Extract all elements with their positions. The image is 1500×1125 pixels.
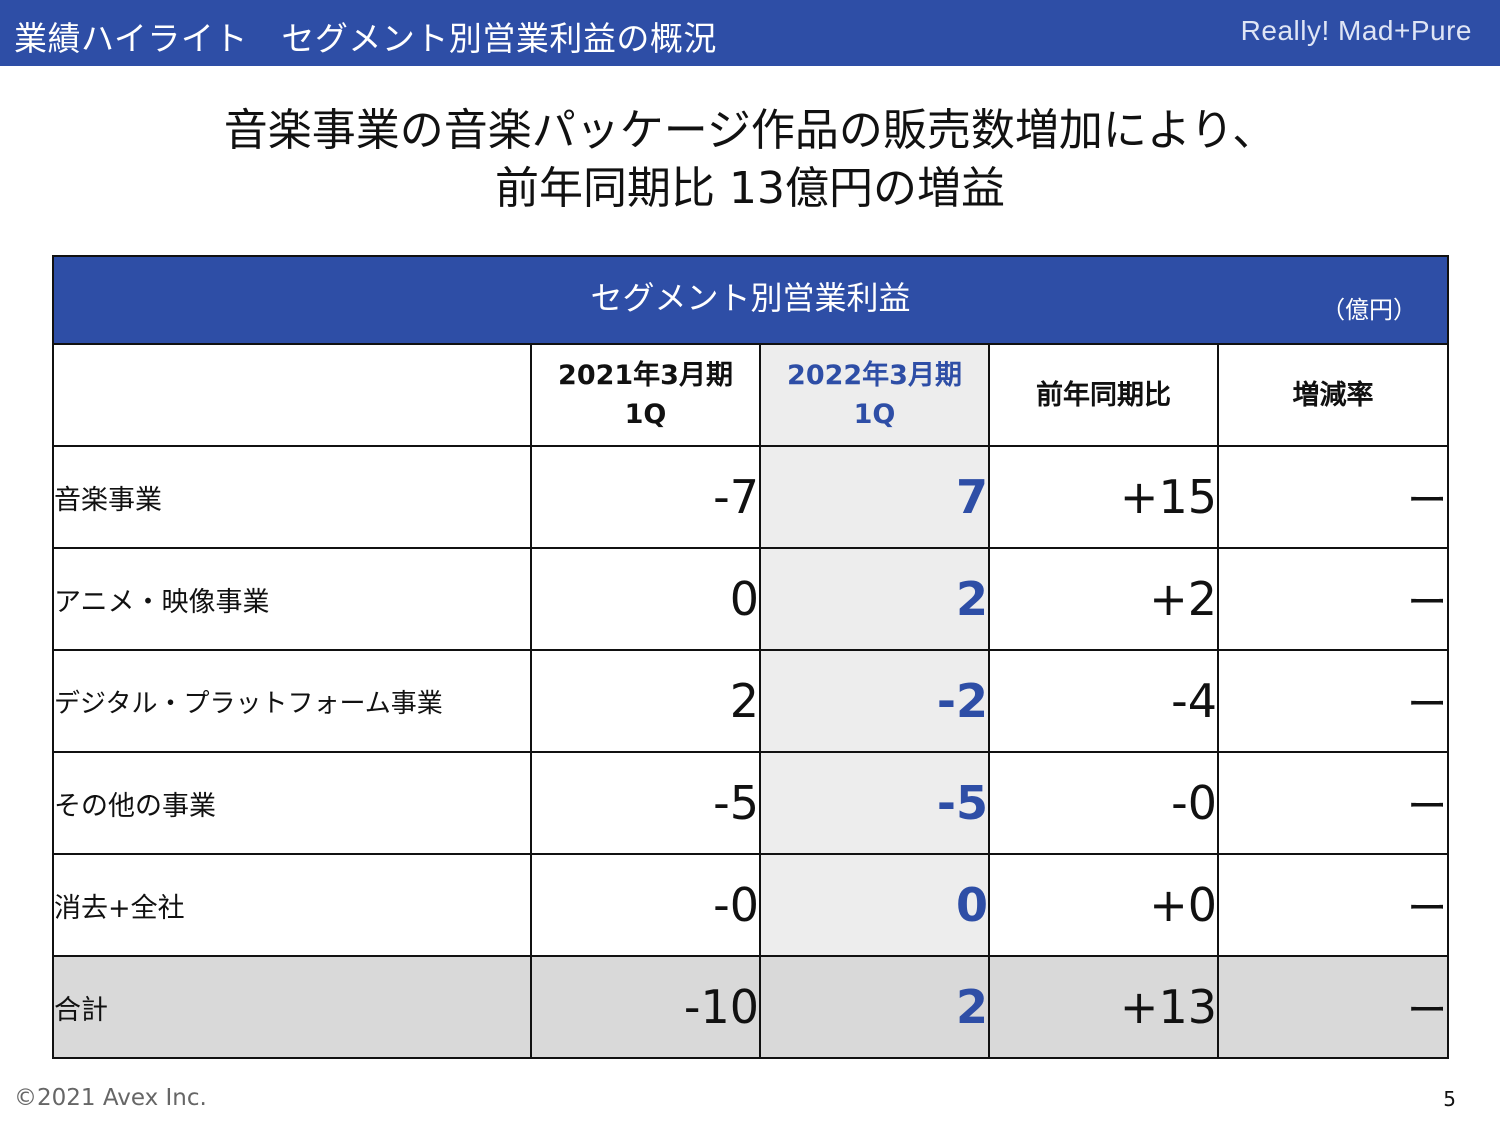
column-header-fy2021: 2021年3月期 1Q xyxy=(530,343,761,447)
cell-rate: ー xyxy=(1216,445,1450,549)
brand-logo-text: Really! Mad+Pure xyxy=(1240,15,1472,46)
cell-yoy: -0 xyxy=(988,751,1219,855)
table-row-total: 合計 -10 2 +13 ー xyxy=(52,955,1450,1059)
cell-fy2022: -2 xyxy=(759,649,990,753)
headline: 音楽事業の音楽パッケージ作品の販売数増加により、 前年同期比 13億円の増益 xyxy=(0,102,1500,218)
slide-title: 業績ハイライト セグメント別営業利益の概況 xyxy=(14,19,717,58)
cell-fy2021: -10 xyxy=(530,955,761,1059)
row-label: デジタル・プラットフォーム事業 xyxy=(52,649,532,753)
cell-yoy: +15 xyxy=(988,445,1219,549)
cell-fy2021: -5 xyxy=(530,751,761,855)
cell-yoy: +0 xyxy=(988,853,1219,957)
cell-fy2022: -5 xyxy=(759,751,990,855)
cell-rate: ー xyxy=(1216,955,1450,1059)
cell-fy2022: 2 xyxy=(759,547,990,651)
row-label: 合計 xyxy=(52,955,532,1059)
table-caption: セグメント別営業利益 xyxy=(590,279,911,317)
cell-rate: ー xyxy=(1216,853,1450,957)
row-label: 消去+全社 xyxy=(52,853,532,957)
cell-fy2021: 0 xyxy=(530,547,761,651)
column-header-empty xyxy=(52,343,532,447)
top-bar: 業績ハイライト セグメント別営業利益の概況 Really! Mad+Pure xyxy=(0,0,1500,66)
cell-fy2021: -0 xyxy=(530,853,761,957)
cell-fy2022: 2 xyxy=(759,955,990,1059)
table-row: 音楽事業 -7 7 +15 ー xyxy=(52,445,1450,549)
row-label: アニメ・映像事業 xyxy=(52,547,532,651)
table-row: アニメ・映像事業 0 2 +2 ー xyxy=(52,547,1450,651)
table-caption-row: セグメント別営業利益 （億円） xyxy=(51,255,1450,345)
copyright: ©2021 Avex Inc. xyxy=(14,1085,207,1111)
cell-yoy: +13 xyxy=(988,955,1219,1059)
cell-fy2021: -7 xyxy=(530,445,761,549)
page-number: 5 xyxy=(1443,1087,1456,1111)
table-row: その他の事業 -5 -5 -0 ー xyxy=(52,751,1450,855)
cell-yoy: +2 xyxy=(988,547,1219,651)
cell-rate: ー xyxy=(1216,649,1450,753)
row-label: その他の事業 xyxy=(52,751,532,855)
column-header-fy2022: 2022年3月期 1Q xyxy=(759,343,990,447)
cell-fy2022: 0 xyxy=(759,853,990,957)
cell-yoy: -4 xyxy=(988,649,1219,753)
column-header-rate: 増減率 xyxy=(1216,343,1450,447)
cell-rate: ー xyxy=(1216,547,1450,651)
table-caption-cell: セグメント別営業利益 （億円） xyxy=(51,255,1450,345)
cell-rate: ー xyxy=(1216,751,1450,855)
column-header-yoy: 前年同期比 xyxy=(988,343,1219,447)
row-label: 音楽事業 xyxy=(52,445,532,549)
table-row: デジタル・プラットフォーム事業 2 -2 -4 ー xyxy=(52,649,1450,753)
segment-profit-table: セグメント別営業利益 （億円） 2021年3月期 1Q 2022年3月期 1Q … xyxy=(51,255,1450,1059)
column-header-row: 2021年3月期 1Q 2022年3月期 1Q 前年同期比 増減率 xyxy=(52,343,1450,447)
headline-line-2: 前年同期比 13億円の増益 xyxy=(495,163,1005,214)
cell-fy2022: 7 xyxy=(759,445,990,549)
table-row: 消去+全社 -0 0 +0 ー xyxy=(52,853,1450,957)
table-unit: （億円） xyxy=(1321,296,1418,324)
cell-fy2021: 2 xyxy=(530,649,761,753)
headline-line-1: 音楽事業の音楽パッケージ作品の販売数増加により、 xyxy=(223,105,1277,156)
